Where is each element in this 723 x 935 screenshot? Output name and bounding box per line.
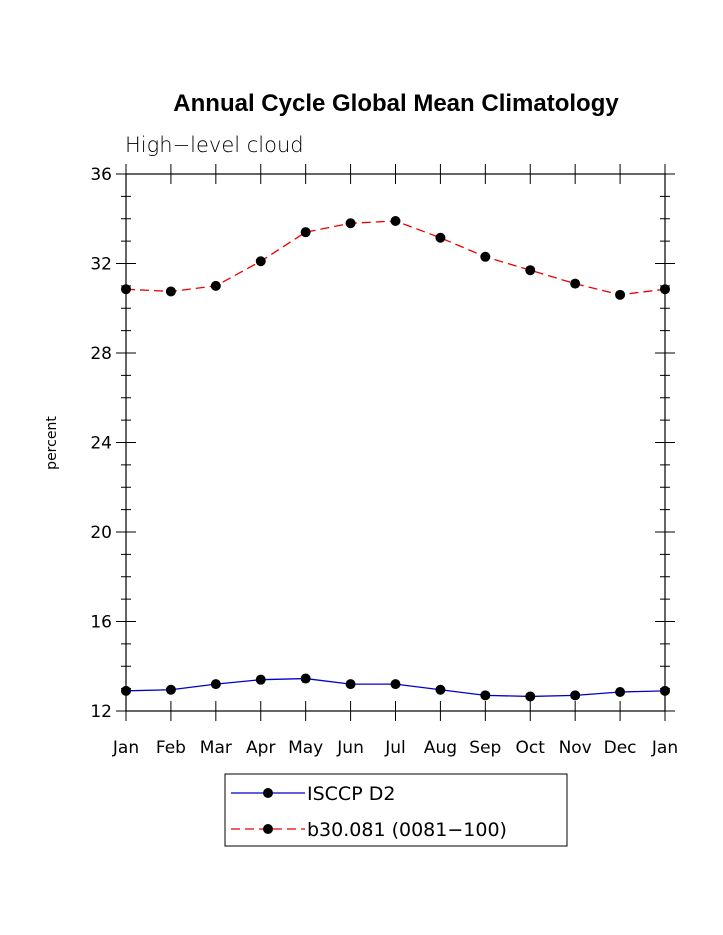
series-2-point	[300, 227, 311, 238]
series-line-2	[125, 220, 666, 296]
x-tick-label: Mar	[200, 738, 232, 758]
x-tick-label: Jul	[384, 738, 406, 758]
series-1-point	[210, 679, 221, 690]
x-tick-label: Sep	[469, 738, 501, 758]
series-2-point	[210, 280, 221, 291]
x-tick-label: Apr	[246, 738, 275, 758]
y-tick-label: 36	[90, 165, 112, 185]
series-2-point	[435, 232, 446, 243]
x-tick-label: Oct	[516, 738, 546, 758]
legend-marker-1	[263, 788, 273, 798]
axes-layer: 12 16 20 24 28 32 36 Jan Feb Mar Apr May Jun Jul Aug Se…	[90, 164, 678, 758]
y-tick-label: 24	[90, 434, 112, 454]
x-tick-label: Jun	[336, 738, 364, 758]
series-1-point	[300, 673, 311, 684]
x-tick-label: Feb	[156, 738, 186, 758]
y-tick-label: 16	[90, 613, 112, 633]
series-2-point	[165, 286, 176, 297]
legend-marker-2	[263, 824, 273, 834]
x-tick-label: May	[288, 738, 323, 758]
series-1-point	[615, 686, 626, 697]
series-2-point	[660, 284, 670, 295]
legend-box	[224, 773, 568, 847]
series-1-point	[525, 691, 536, 702]
series-2-point	[570, 278, 581, 289]
y-axis-label: percent	[44, 416, 60, 470]
series-2-point	[390, 215, 401, 226]
series-1-point	[570, 690, 581, 701]
series-2-point	[345, 218, 356, 229]
series-1-point	[345, 679, 356, 690]
series-1-point	[435, 684, 446, 695]
x-tick-label: Aug	[424, 738, 457, 758]
legend-label-1: ISCCP D2	[307, 783, 395, 805]
legend-items: ISCCP D2 b30.081 (0081−100)	[231, 783, 507, 841]
series-1-point	[121, 685, 131, 696]
y-tick-label: 32	[90, 255, 112, 275]
series-1-point	[255, 674, 266, 685]
series-layer	[121, 215, 670, 702]
series-1-point	[165, 684, 176, 695]
x-tick-label: Dec	[604, 738, 637, 758]
y-tick-label: 20	[90, 523, 112, 543]
series-1-point	[660, 685, 670, 696]
series-2-point	[480, 251, 491, 262]
x-tick-label: Jan	[112, 738, 139, 758]
series-2-point	[525, 265, 536, 276]
y-tick-label: 28	[90, 344, 112, 364]
series-1-point	[480, 690, 491, 701]
chart-subtitle: High−level cloud	[125, 133, 304, 157]
x-tick-label: Jan	[651, 738, 678, 758]
x-tick-label: Nov	[559, 738, 592, 758]
y-tick-label: 12	[90, 702, 112, 722]
series-2-point	[121, 284, 131, 295]
legend-label-2: b30.081 (0081−100)	[307, 819, 507, 841]
chart-title: Annual Cycle Global Mean Climatology	[173, 90, 619, 117]
legend: ISCCP D2 b30.081 (0081−100)	[224, 773, 568, 847]
series-2-point	[255, 256, 266, 267]
series-1-point	[390, 679, 401, 690]
plot-frame	[125, 173, 666, 712]
series-2-point	[615, 289, 626, 300]
